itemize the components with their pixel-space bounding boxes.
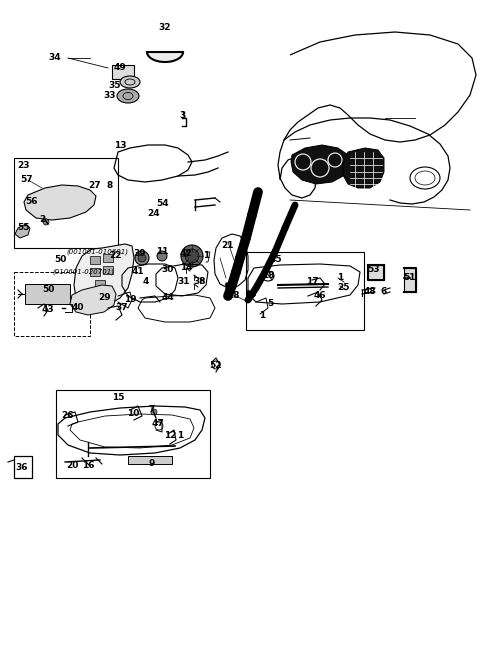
Text: 12: 12: [164, 432, 176, 440]
Bar: [246, 252, 364, 330]
Text: 1: 1: [203, 251, 209, 260]
Text: 16: 16: [82, 462, 94, 470]
Ellipse shape: [181, 245, 203, 267]
Polygon shape: [70, 285, 116, 315]
Text: 44: 44: [162, 293, 174, 302]
Text: 52: 52: [209, 361, 221, 369]
Polygon shape: [24, 185, 96, 220]
Bar: [14, 158, 118, 248]
Text: 55: 55: [17, 224, 29, 232]
Text: 23: 23: [17, 161, 29, 169]
Text: 28: 28: [228, 291, 240, 300]
Text: 4: 4: [143, 276, 149, 285]
Text: 1: 1: [259, 310, 265, 319]
Text: 25: 25: [337, 283, 349, 293]
Text: 54: 54: [156, 199, 169, 207]
Text: 53: 53: [368, 266, 380, 274]
Ellipse shape: [138, 254, 146, 262]
Text: 27: 27: [89, 180, 101, 190]
Text: 36: 36: [16, 464, 28, 472]
Text: 43: 43: [42, 306, 54, 314]
Text: 10: 10: [127, 409, 139, 417]
Text: 47: 47: [152, 419, 164, 428]
Text: 40: 40: [72, 302, 84, 312]
Text: 31: 31: [178, 277, 190, 287]
Text: 37: 37: [116, 304, 128, 312]
Text: 32: 32: [159, 24, 171, 33]
Bar: [103, 266, 113, 274]
Bar: [128, 456, 172, 464]
Text: 18: 18: [262, 270, 274, 279]
Text: 11: 11: [156, 247, 168, 256]
Ellipse shape: [157, 251, 167, 261]
Text: 26: 26: [62, 411, 74, 419]
Ellipse shape: [120, 76, 140, 88]
Ellipse shape: [135, 251, 149, 265]
Text: 48: 48: [364, 287, 376, 297]
Text: 41: 41: [132, 268, 144, 276]
Bar: [25, 284, 70, 304]
Text: 19: 19: [124, 295, 136, 304]
Polygon shape: [74, 244, 134, 308]
Text: 45: 45: [270, 255, 282, 264]
Text: 5: 5: [267, 300, 273, 308]
Polygon shape: [343, 148, 384, 188]
Bar: [90, 256, 100, 264]
Bar: [112, 65, 134, 79]
Text: 38: 38: [194, 277, 206, 287]
Text: 15: 15: [112, 394, 124, 403]
Bar: [14, 456, 32, 478]
Text: 42: 42: [180, 249, 192, 258]
Text: 46: 46: [314, 291, 326, 300]
Text: 39: 39: [134, 249, 146, 258]
Text: 30: 30: [162, 266, 174, 274]
Ellipse shape: [117, 89, 139, 103]
Text: (001001-010601): (001001-010601): [66, 249, 128, 255]
Bar: [56, 390, 210, 478]
Text: 29: 29: [99, 293, 111, 302]
Text: 22: 22: [110, 251, 122, 260]
Polygon shape: [15, 224, 30, 238]
Text: 8: 8: [107, 180, 113, 190]
Text: 17: 17: [306, 277, 318, 287]
Text: 1: 1: [337, 274, 343, 283]
Text: 51: 51: [404, 274, 416, 283]
Polygon shape: [291, 145, 350, 184]
Text: 33: 33: [104, 91, 116, 100]
Circle shape: [151, 409, 157, 415]
Bar: [95, 280, 105, 288]
Bar: [90, 268, 100, 276]
Ellipse shape: [185, 249, 199, 263]
Bar: [14, 272, 90, 336]
Circle shape: [43, 219, 49, 225]
Text: 21: 21: [222, 241, 234, 249]
Text: 49: 49: [114, 64, 126, 73]
Text: 50: 50: [42, 285, 54, 295]
Text: 13: 13: [114, 140, 126, 150]
Text: 50: 50: [54, 255, 66, 264]
Text: 6: 6: [381, 287, 387, 297]
Text: 7: 7: [149, 405, 155, 415]
Text: 35: 35: [109, 81, 121, 91]
Bar: [103, 254, 113, 262]
Text: (010601-020701): (010601-020701): [52, 269, 114, 276]
Text: 3: 3: [180, 110, 186, 119]
Bar: [404, 268, 416, 292]
Text: 56: 56: [26, 197, 38, 207]
Text: 57: 57: [21, 176, 33, 184]
Text: 24: 24: [148, 209, 160, 218]
Text: 1: 1: [177, 432, 183, 440]
Bar: [368, 265, 384, 280]
Text: 20: 20: [66, 462, 78, 470]
Text: 34: 34: [48, 54, 61, 62]
Text: 9: 9: [149, 459, 155, 468]
Text: 14: 14: [180, 264, 192, 272]
Text: 2: 2: [39, 216, 45, 224]
